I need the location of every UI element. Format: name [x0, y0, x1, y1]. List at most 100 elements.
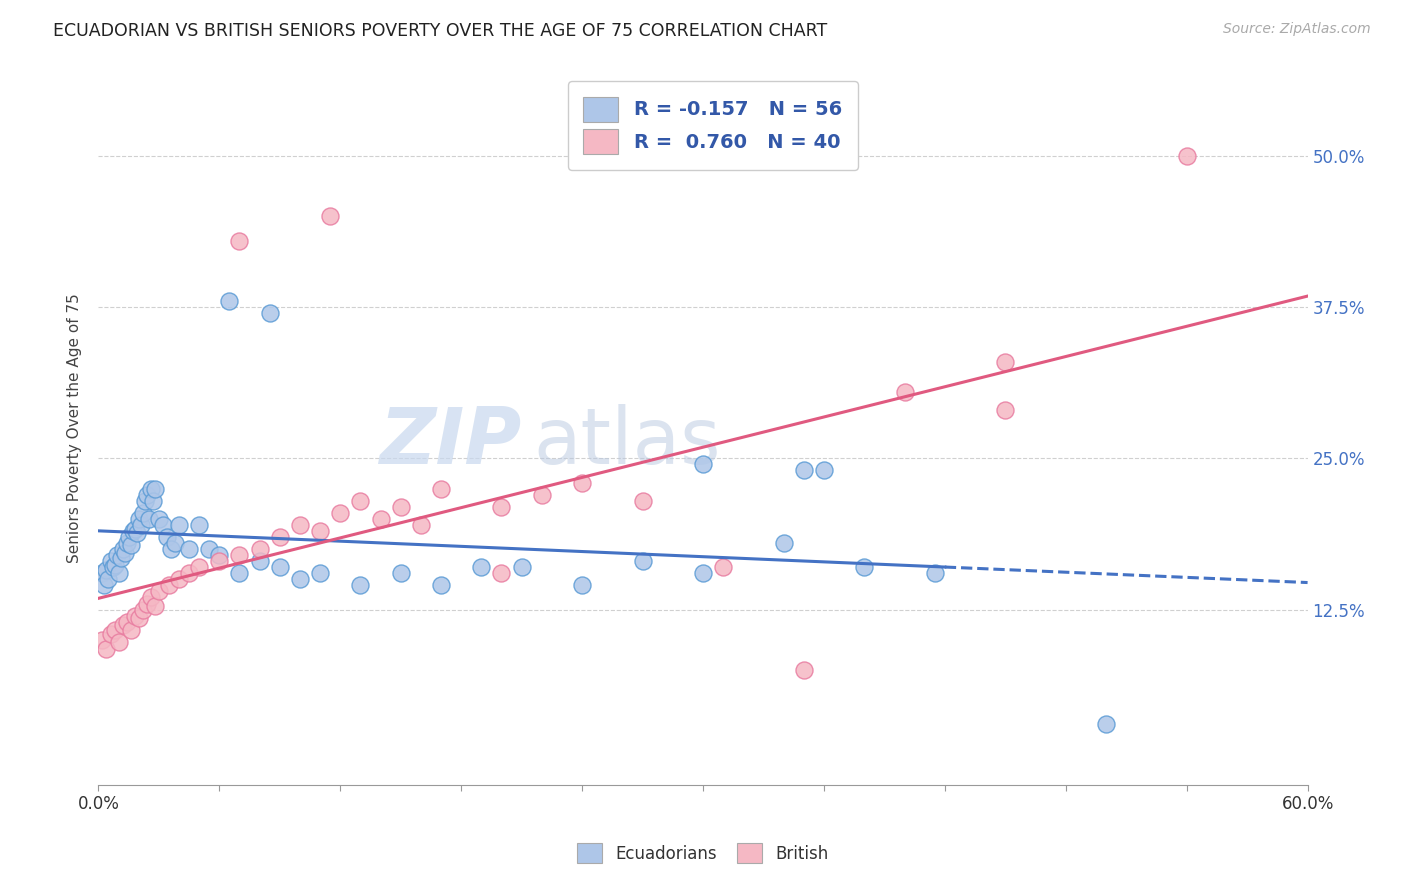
Point	[309, 566, 332, 581]
Point	[96, 563, 118, 577]
Y-axis label: Seniors Poverty Over the Age of 75: Seniors Poverty Over the Age of 75	[67, 293, 83, 563]
Point	[1095, 717, 1118, 731]
Point	[100, 554, 122, 568]
Point	[125, 526, 148, 541]
Point	[188, 560, 211, 574]
Point	[571, 578, 593, 592]
Point	[924, 566, 946, 581]
Point	[631, 554, 654, 568]
Point	[288, 517, 311, 532]
Text: ECUADORIAN VS BRITISH SENIORS POVERTY OVER THE AGE OF 75 CORRELATION CHART: ECUADORIAN VS BRITISH SENIORS POVERTY OV…	[53, 22, 828, 40]
Point	[409, 517, 432, 532]
Point	[491, 500, 513, 514]
Point	[179, 566, 201, 581]
Point	[103, 623, 125, 637]
Point	[107, 635, 129, 649]
Point	[249, 542, 271, 557]
Point	[129, 517, 152, 532]
Point	[167, 517, 190, 532]
Point	[309, 524, 332, 538]
Point	[772, 536, 794, 550]
Point	[135, 597, 157, 611]
Point	[228, 234, 250, 248]
Point	[120, 623, 142, 637]
Point	[370, 512, 392, 526]
Point	[134, 493, 156, 508]
Point	[430, 482, 453, 496]
Point	[228, 548, 250, 562]
Point	[91, 632, 114, 647]
Point	[994, 403, 1017, 417]
Point	[631, 493, 654, 508]
Point	[101, 560, 124, 574]
Point	[167, 572, 190, 586]
Point	[994, 354, 1017, 368]
Point	[111, 542, 134, 557]
Point	[218, 294, 240, 309]
Point	[93, 578, 115, 592]
Point	[1175, 149, 1198, 163]
Point	[188, 517, 211, 532]
Point	[389, 500, 412, 514]
Point	[139, 482, 162, 496]
Point	[156, 530, 179, 544]
Point	[269, 560, 291, 574]
Point	[692, 458, 714, 472]
Point	[120, 539, 142, 553]
Point	[143, 482, 166, 496]
Point	[160, 542, 183, 557]
Point	[793, 463, 815, 477]
Point	[103, 558, 125, 572]
Point	[111, 618, 134, 632]
Point	[813, 463, 835, 477]
Point	[198, 542, 221, 557]
Point	[269, 530, 291, 544]
Text: Source: ZipAtlas.com: Source: ZipAtlas.com	[1223, 22, 1371, 37]
Point	[128, 611, 150, 625]
Point	[100, 627, 122, 641]
Point	[349, 578, 371, 592]
Point	[208, 548, 231, 562]
Point	[319, 210, 342, 224]
Point	[96, 642, 118, 657]
Point	[138, 512, 160, 526]
Point	[510, 560, 533, 574]
Point	[148, 584, 170, 599]
Point	[470, 560, 492, 574]
Point	[349, 493, 371, 508]
Point	[143, 599, 166, 613]
Point	[128, 512, 150, 526]
Point	[163, 536, 186, 550]
Text: atlas: atlas	[534, 404, 721, 481]
Point	[530, 488, 553, 502]
Point	[132, 602, 155, 616]
Point	[491, 566, 513, 581]
Legend: Ecuadorians, British: Ecuadorians, British	[571, 837, 835, 870]
Point	[142, 493, 165, 508]
Point	[121, 524, 143, 538]
Point	[135, 488, 157, 502]
Point	[148, 512, 170, 526]
Point	[288, 572, 311, 586]
Point	[179, 542, 201, 557]
Point	[132, 506, 155, 520]
Point	[329, 506, 352, 520]
Point	[228, 566, 250, 581]
Point	[114, 546, 136, 560]
Point	[91, 566, 114, 581]
Point	[107, 566, 129, 581]
Point	[139, 591, 162, 605]
Point	[389, 566, 412, 581]
Point	[692, 566, 714, 581]
Point	[105, 548, 128, 562]
Point	[571, 475, 593, 490]
Point	[118, 530, 141, 544]
Point	[208, 554, 231, 568]
Point	[124, 608, 146, 623]
Point	[152, 517, 174, 532]
Point	[853, 560, 876, 574]
Point	[793, 663, 815, 677]
Point	[110, 550, 132, 565]
Point	[157, 578, 180, 592]
Text: ZIP: ZIP	[380, 404, 522, 481]
